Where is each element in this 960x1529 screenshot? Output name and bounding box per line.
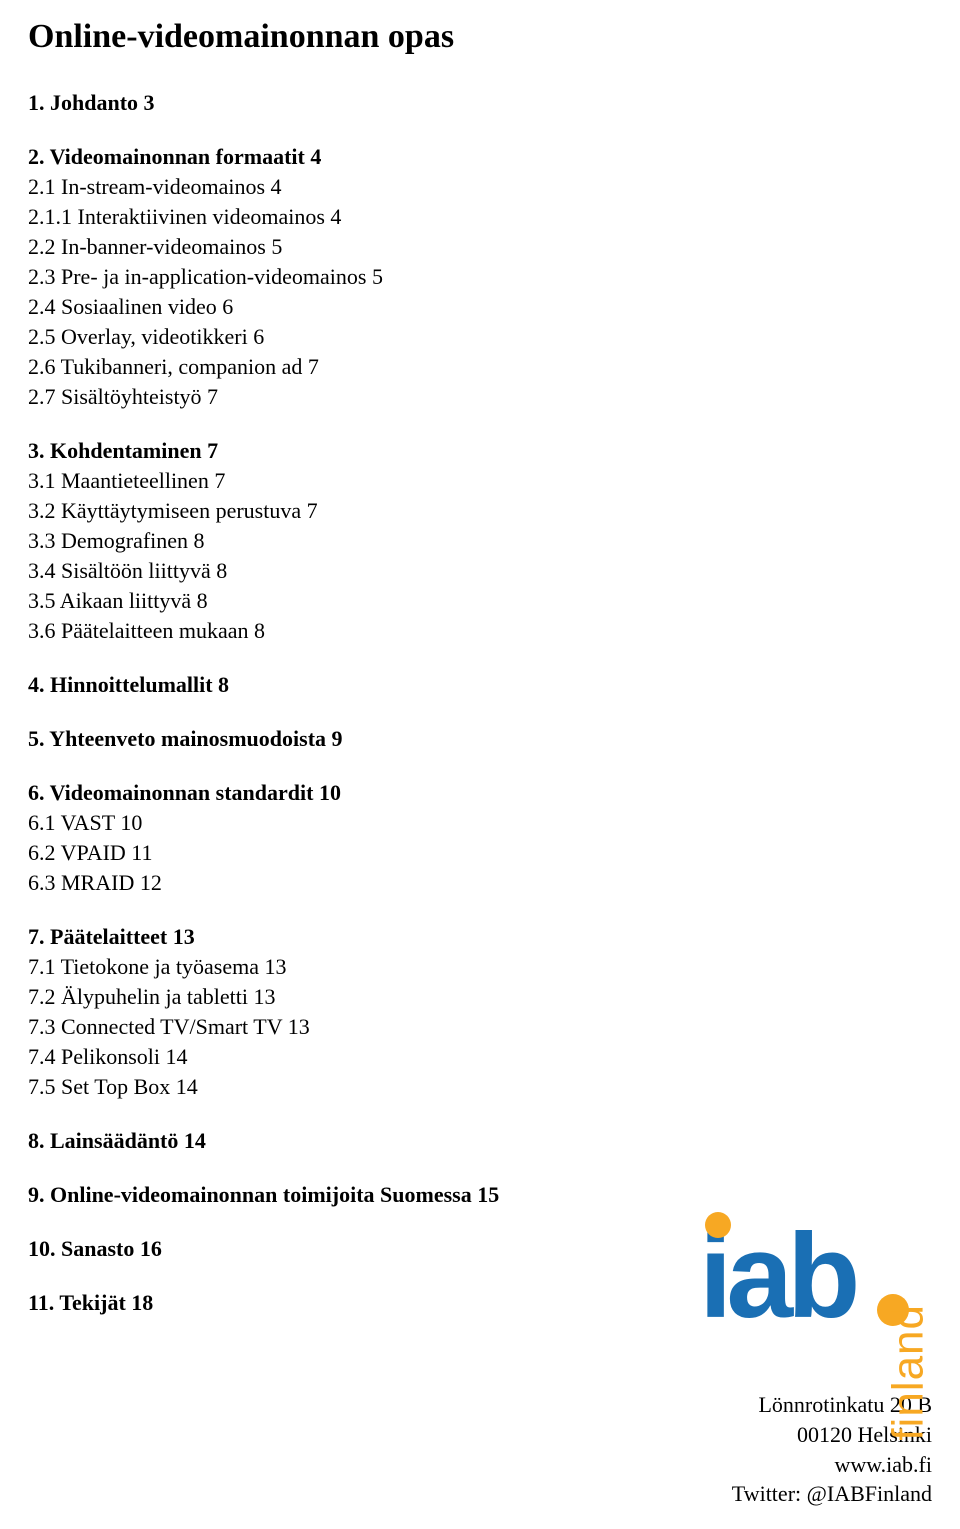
toc-sub-item: 2.2 In-banner-videomainos 5 [28,234,932,260]
toc-sub-item: 6.2 VPAID 11 [28,840,932,866]
document-title: Online-videomainonnan opas [28,18,932,56]
toc-sub-item: 3.5 Aikaan liittyvä 8 [28,588,932,614]
toc-sub-item: 3.6 Päätelaitteen mukaan 8 [28,618,932,644]
toc-sub-item: 7.4 Pelikonsoli 14 [28,1044,932,1070]
toc-sub-item: 2.7 Sisältöyhteistyö 7 [28,384,932,410]
toc-section-heading: 5. Yhteenveto mainosmuodoista 9 [28,726,932,752]
toc-sub-item: 2.1 In-stream-videomainos 4 [28,174,932,200]
toc-sub-item: 3.1 Maantieteellinen 7 [28,468,932,494]
toc-section: 5. Yhteenveto mainosmuodoista 9 [28,726,932,752]
toc-sub-item: 7.1 Tietokone ja työasema 13 [28,954,932,980]
toc-sub-item: 7.2 Älypuhelin ja tabletti 13 [28,984,932,1010]
toc-section: 6. Videomainonnan standardit 10 6.1 VAST … [28,780,932,896]
toc-sub-item: 6.3 MRAID 12 [28,870,932,896]
toc-section-heading: 2. Videomainonnan formaatit 4 [28,144,932,170]
toc-section-heading: 3. Kohdentaminen 7 [28,438,932,464]
toc-section-heading: 1. Johdanto 3 [28,90,932,116]
toc-sub-item: 2.4 Sosiaalinen video 6 [28,294,932,320]
toc-sub-item: 2.5 Overlay, videotikkeri 6 [28,324,932,350]
toc-section-heading: 4. Hinnoittelumallit 8 [28,672,932,698]
toc-section: 3. Kohdentaminen 7 3.1 Maantieteellinen 7… [28,438,932,644]
finland-logo-text: finland [884,1304,934,1441]
toc-sub-item: 6.1 VAST 10 [28,810,932,836]
toc-sub-item: 3.3 Demografinen 8 [28,528,932,554]
toc-section: 4. Hinnoittelumallit 8 [28,672,932,698]
toc-sub-item: 2.3 Pre- ja in-application-videomainos 5 [28,264,932,290]
toc-sub-item: 2.1.1 Interaktiivinen videomainos 4 [28,204,932,230]
toc-sub-item: 7.3 Connected TV/Smart TV 13 [28,1014,932,1040]
toc-section: 2. Videomainonnan formaatit 4 2.1 In-stre… [28,144,932,410]
toc-section: 7. Päätelaitteet 13 7.1 Tietokone ja työa… [28,924,932,1100]
toc-sub-item: 7.5 Set Top Box 14 [28,1074,932,1100]
toc-section-heading: 7. Päätelaitteet 13 [28,924,932,950]
toc-section-heading: 6. Videomainonnan standardit 10 [28,780,932,806]
contact-website: www.iab.fi [707,1450,932,1480]
iab-finland-logo: iab finland [707,1116,932,1326]
toc-sub-item: 3.4 Sisältöön liittyvä 8 [28,558,932,584]
toc-sub-item: 3.2 Käyttäytymiseen perustuva 7 [28,498,932,524]
contact-twitter: Twitter: @IABFinland [707,1479,932,1509]
toc-section: 1. Johdanto 3 [28,90,932,116]
toc-sub-item: 2.6 Tukibanneri, companion ad 7 [28,354,932,380]
footer-right: iab finland Lönnrotinkatu 20 B 00120 Hel… [707,1116,932,1509]
